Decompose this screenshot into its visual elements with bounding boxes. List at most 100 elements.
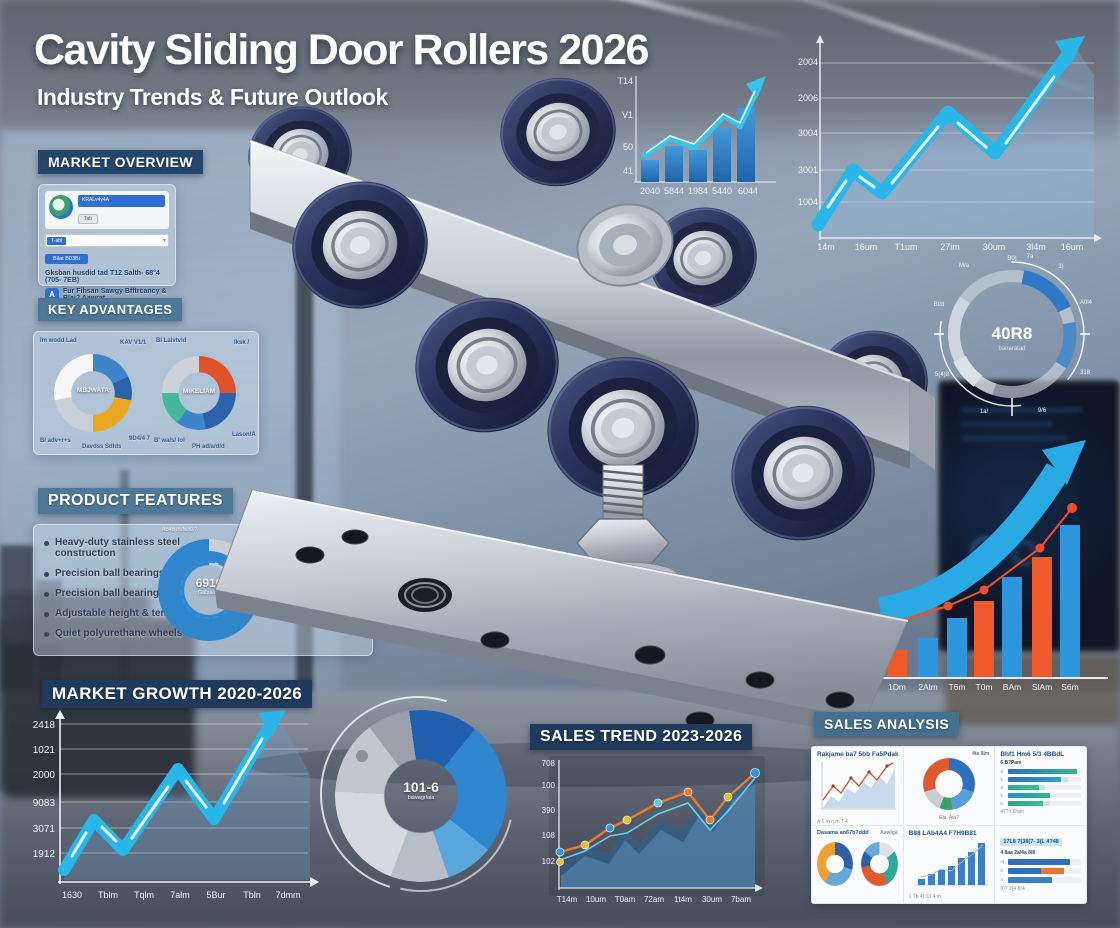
mini-chart-donut: 4ta 8im Ela. Aia? <box>903 747 995 825</box>
mini-chart-two-donuts: Dasama an67b7ddd Aawlga <box>812 825 903 903</box>
search-input[interactable]: KRALv4y4A <box>78 195 165 207</box>
feature-item: Precision ball bearings <box>55 568 165 579</box>
bullet-icon <box>44 572 49 577</box>
svg-text:T14m: T14m <box>557 895 578 904</box>
center-metallic-donut: 101-6 bawagrlaia <box>285 661 551 928</box>
svg-text:102: 102 <box>542 857 556 866</box>
svg-text:1a/: 1a/ <box>980 409 989 415</box>
axis-tick-label: 3001 <box>798 165 818 175</box>
market-overview-header: MARKET OVERVIEW <box>38 150 203 174</box>
gauge-sublabel: banaratad <box>998 346 1025 352</box>
axis-tick-labels: 1630 Tblm Tqlm 7alm 5Bur Tbln 7dmm <box>62 890 301 900</box>
svg-text:9083: 9083 <box>33 798 56 809</box>
svg-text:7bam: 7bam <box>731 895 751 904</box>
percentage-gauge: B0) 7a 3) A0l4 318 9/6 1a/ 5(4)8 Bt/d M/… <box>934 254 1093 416</box>
segment-label: 9D4/4 7 <box>129 436 151 442</box>
bullet-icon <box>44 612 49 617</box>
axis-tick-label: 16um <box>1061 242 1084 252</box>
mini-chart-hbars: Bhf1 Hm6 5/3 4BBdL 6 B7Pam 4 5 4 5 8 47?… <box>995 747 1086 825</box>
sales-trend-chart: 708 100 390 108 102 T14m 10um T0am 72am … <box>542 756 765 904</box>
segment-label: B/ adv+r+s <box>40 438 71 444</box>
mini-axis-garble: A 1 m n m 7 4 <box>817 819 848 825</box>
tab-button[interactable]: Tab <box>78 214 99 224</box>
svg-text:1021: 1021 <box>33 745 56 756</box>
logo-icon <box>49 195 73 219</box>
svg-text:72am: 72am <box>644 895 664 904</box>
svg-text:708: 708 <box>542 759 556 768</box>
mini-axis-garble: 1 7b 4) 13 4 m <box>908 893 941 900</box>
mini-chart-hbars-2: 17L8 7(38(7- 3(L 4?48 4 8aa 2a/4a 8/8 4)… <box>995 825 1086 903</box>
svg-text:Tbln: Tbln <box>243 890 261 900</box>
svg-text:318: 318 <box>1080 370 1091 376</box>
svg-text:M/a: M/a <box>959 263 970 269</box>
donut-center-label: MBJWATA <box>77 387 109 394</box>
market-overview-card: KRALv4y4A Tab T-abl ▾ Bilat B03Bi Gksban… <box>38 184 176 302</box>
svg-text:Tblm: Tblm <box>98 890 118 900</box>
feature-item: Quiet polyurethane wheels <box>55 628 183 639</box>
svg-text:3): 3) <box>1058 264 1063 270</box>
mini-donut <box>922 758 975 810</box>
segment-label: KAV V1/1 <box>120 340 147 346</box>
axis-tick-labels: 2418 1021 2000 9083 3071 1912 <box>33 720 56 860</box>
feature-item: Precision ball bearings <box>55 588 165 599</box>
axis-tick-label: 6044 <box>738 186 758 196</box>
axis-tick-label: 1984 <box>688 186 708 196</box>
bullet-icon <box>44 541 49 546</box>
svg-text:7a: 7a <box>1027 254 1034 260</box>
axis-tick-label: 30um <box>983 242 1006 252</box>
market-stat-line: Gksban husdid tad T12 Salth- 68°4 (705- … <box>45 270 160 284</box>
bullet-icon <box>44 632 49 637</box>
svg-text:108: 108 <box>542 831 556 840</box>
axis-tick-label: 14m <box>817 242 835 252</box>
city-silhouette <box>0 545 34 710</box>
svg-text:10um: 10um <box>586 895 606 904</box>
page-title: Cavity Sliding Door Rollers 2026 <box>34 26 649 74</box>
sales-trend-header: SALES TREND 2023-2026 <box>530 724 753 750</box>
gauge-value: 40R8 <box>992 324 1033 343</box>
svg-text:1630: 1630 <box>62 890 82 900</box>
svg-text:5(4)8: 5(4)8 <box>935 372 950 378</box>
svg-text:1912: 1912 <box>33 849 56 860</box>
dropdown-icon[interactable]: ▾ <box>162 238 166 244</box>
axis-tick-label: 3l4m <box>1026 242 1046 252</box>
market-growth-chart: 2418 1021 2000 9083 3071 1912 1630 Tblm … <box>33 710 319 900</box>
key-advantages-header: KEY ADVANTAGES <box>38 298 183 321</box>
svg-text:T0am: T0am <box>615 895 636 904</box>
svg-text:A0l4: A0l4 <box>1080 300 1093 306</box>
svg-text:BAm: BAm <box>1003 682 1021 692</box>
svg-text:7alm: 7alm <box>170 890 190 900</box>
axis-tick-label: 2040 <box>640 186 660 196</box>
center-donut-label: 101-6 bawagrlaia <box>403 779 439 802</box>
donut-dot-detail <box>356 750 368 762</box>
svg-text:Tqlm: Tqlm <box>134 890 154 900</box>
axis-tick-label: 41 <box>623 166 633 176</box>
mini-chart-vbars: B88 LAb4A4 F7H9B81 1 7b 4) 13 4 m <box>903 825 995 903</box>
svg-text:3071: 3071 <box>33 824 56 835</box>
sales-analysis-dashboard: Rakjame ba7 5bb Fa5Pdak A 1 m n m 7 4 4t… <box>811 746 1087 904</box>
svg-text:7dmm: 7dmm <box>275 890 300 900</box>
svg-text:5Bur: 5Bur <box>206 890 225 900</box>
tv-line-graphic <box>962 422 1052 426</box>
axis-tick-label: 5440 <box>712 186 732 196</box>
submit-button[interactable]: Bilat B03Bi <box>45 254 88 264</box>
svg-text:2418: 2418 <box>33 720 56 731</box>
svg-text:9/6: 9/6 <box>1038 408 1047 414</box>
svg-text:Bt/d: Bt/d <box>934 302 945 308</box>
axis-tick-label: 5844 <box>664 186 684 196</box>
svg-text:T6m: T6m <box>949 682 966 692</box>
svg-text:30um: 30um <box>702 895 722 904</box>
axis-tick-labels: T14m 10um T0am 72am 1t4m 30um 7bam <box>557 895 752 904</box>
sales-analysis-header: SALES ANALYSIS <box>814 712 960 736</box>
segment-label: Im wodd Lad <box>40 338 77 344</box>
mini-donut-a <box>817 841 854 886</box>
svg-text:1t4m: 1t4m <box>674 895 692 904</box>
axis-tick-label: 16um <box>855 242 878 252</box>
axis-tick-label: 2004 <box>798 57 818 67</box>
svg-text:2000: 2000 <box>33 770 56 781</box>
donut-annotation: AB4B I/UN//t0/7 <box>162 527 198 533</box>
svg-text:1Dm: 1Dm <box>888 682 906 692</box>
segment-label: B' wa/s/ lol <box>154 438 185 444</box>
svg-text:2Alm: 2Alm <box>918 682 937 692</box>
svg-text:SlAm: SlAm <box>1032 682 1052 692</box>
